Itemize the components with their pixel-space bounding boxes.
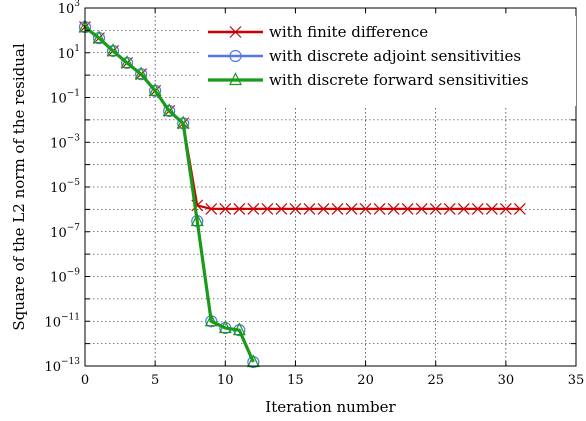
legend-label: with discrete forward sensitivities <box>269 71 529 89</box>
data-point-circle-marker <box>229 49 242 63</box>
x-axis-label: Iteration number <box>265 398 396 416</box>
y-tick-label: 101 <box>58 44 80 62</box>
data-point-x-marker <box>331 202 344 215</box>
data-point-triangle-marker <box>176 115 190 129</box>
legend-label: with discrete adjoint sensitivities <box>269 47 521 65</box>
data-point-x-marker <box>373 202 386 215</box>
data-point-x-marker <box>317 202 330 215</box>
data-point-triangle-marker <box>162 103 176 117</box>
y-tick-exponent: −1 <box>67 89 80 99</box>
data-point-x-marker <box>205 202 218 215</box>
y-tick-base: 10 <box>50 271 67 286</box>
x-tick-label: 10 <box>217 373 234 388</box>
x-tick-label: 35 <box>568 373 585 388</box>
y-tick-base: 10 <box>58 2 75 17</box>
x-tick-label: 25 <box>427 373 444 388</box>
y-tick-base: 10 <box>50 136 67 151</box>
y-axis-label: Square of the L2 norm of the residual <box>10 43 28 331</box>
x-tick-label: 20 <box>357 373 374 388</box>
x-tick-label: 30 <box>498 373 515 388</box>
y-tick-exponent: −3 <box>67 133 81 143</box>
data-point-x-marker <box>429 202 442 215</box>
data-point-triangle-marker <box>148 82 162 96</box>
data-point-x-marker <box>415 202 428 215</box>
data-point-x-marker <box>233 202 246 215</box>
x-tick-label: 15 <box>287 373 304 388</box>
legend-label: with finite difference <box>269 23 428 41</box>
y-tick-exponent: 3 <box>74 0 80 9</box>
x-tick-label: 0 <box>81 373 89 388</box>
data-point-triangle-marker <box>106 43 120 57</box>
y-tick-label: 10−1 <box>50 89 80 107</box>
data-point-x-marker <box>261 202 274 215</box>
data-point-x-marker <box>387 202 400 215</box>
y-tick-label: 10−11 <box>44 312 80 330</box>
y-tick-label: 103 <box>58 0 81 17</box>
legend: with finite difference with discrete adjo… <box>200 16 576 106</box>
y-tick-label: 10−3 <box>50 133 80 151</box>
y-tick-label: 10−7 <box>50 223 80 241</box>
data-point-x-marker <box>359 202 372 215</box>
y-tick-base: 10 <box>44 360 61 375</box>
data-point-triangle-marker <box>229 72 242 86</box>
data-point-triangle-marker <box>204 313 218 327</box>
data-point-triangle-marker <box>92 30 106 44</box>
legend-entry: with discrete adjoint sensitivities <box>208 47 521 65</box>
y-tick-exponent: 1 <box>74 44 80 54</box>
y-tick-base: 10 <box>50 181 67 196</box>
data-point-x-marker <box>303 202 316 215</box>
y-tick-label: 10−9 <box>50 268 80 286</box>
data-point-x-marker <box>247 202 260 215</box>
data-point-x-marker <box>485 202 498 215</box>
data-point-x-marker <box>443 202 456 215</box>
y-tick-exponent: −7 <box>67 223 81 233</box>
data-point-x-marker <box>229 26 242 38</box>
data-point-triangle-marker <box>134 66 148 80</box>
y-tick-exponent: −9 <box>67 268 81 278</box>
y-tick-base: 10 <box>50 226 67 241</box>
data-point-x-marker <box>513 202 526 215</box>
data-point-x-marker <box>471 202 484 215</box>
data-point-x-marker <box>457 202 470 215</box>
y-tick-label: 10−13 <box>44 357 80 375</box>
y-tick-label: 10−5 <box>50 178 80 196</box>
y-tick-base: 10 <box>50 92 67 107</box>
series-line <box>84 25 255 363</box>
data-point-x-marker <box>219 202 232 215</box>
data-point-triangle-marker <box>232 322 246 336</box>
x-tick-label: 5 <box>151 373 159 388</box>
data-point-x-marker <box>289 202 302 215</box>
data-point-triangle-marker <box>246 354 260 368</box>
y-tick-base: 10 <box>58 47 75 62</box>
data-point-triangle-marker <box>218 320 232 334</box>
y-tick-exponent: −5 <box>67 178 81 188</box>
data-point-triangle-marker <box>190 213 204 227</box>
data-point-triangle-marker <box>120 55 134 69</box>
y-tick-exponent: −11 <box>61 312 80 322</box>
axis-ticks: 0 5 10 15 20 25 30 3510310110−110−310−510−710−9… <box>44 0 584 388</box>
data-point-x-marker <box>401 202 414 215</box>
legend-entry: with discrete forward sensitivities <box>208 71 529 89</box>
data-point-x-marker <box>345 202 358 215</box>
y-tick-base: 10 <box>44 315 61 330</box>
data-point-x-marker <box>499 202 512 215</box>
data-point-x-marker <box>275 202 288 215</box>
y-tick-exponent: −13 <box>61 357 80 367</box>
legend-entry: with finite difference <box>208 23 428 41</box>
